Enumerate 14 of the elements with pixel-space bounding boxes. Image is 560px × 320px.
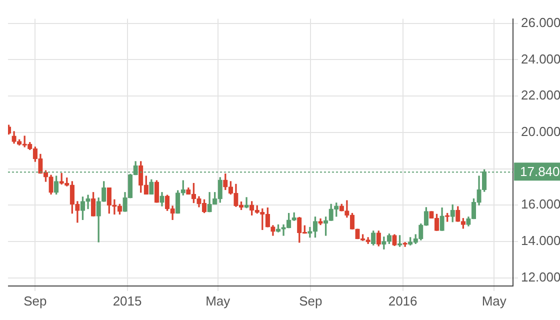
ref-line-label: 17.840 <box>520 164 560 180</box>
y-tick-label: 16.000 <box>521 196 560 212</box>
x-tick-label: 2015 <box>112 293 142 308</box>
y-tick-label: 22.000 <box>521 88 560 103</box>
x-tick-label: May <box>206 293 231 308</box>
y-tick-label: 20.000 <box>521 124 560 139</box>
y-tick-label: 12.000 <box>521 269 560 284</box>
x-tick-label: 2016 <box>388 293 418 308</box>
x-tick-label: May <box>482 293 507 308</box>
y-tick-label: 26.000 <box>521 14 560 30</box>
y-tick-label: 24.000 <box>521 51 560 66</box>
y-tick-label: 14.000 <box>521 233 560 248</box>
x-tick-label: Sep <box>299 293 322 308</box>
x-tick-label: Sep <box>24 293 47 308</box>
